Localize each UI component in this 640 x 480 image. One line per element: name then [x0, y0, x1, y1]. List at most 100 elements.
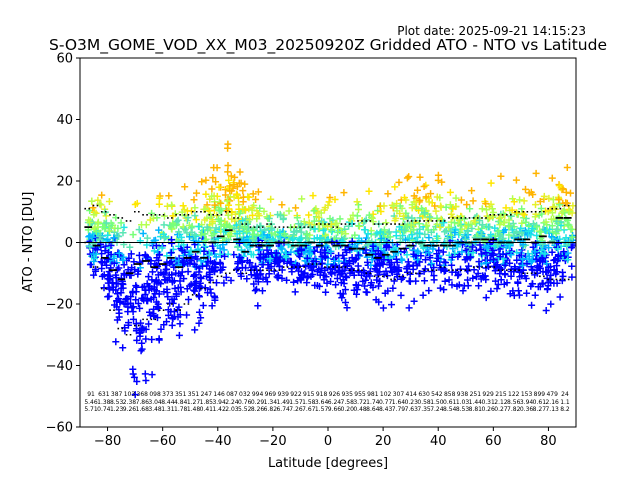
scatter-point: [210, 164, 218, 172]
scatter-point: [268, 224, 276, 232]
scatter-point: [114, 290, 121, 298]
band-stat-label: 6.82: [264, 406, 278, 413]
scatter-point: [129, 231, 137, 239]
scatter-point: [416, 173, 424, 181]
scatter-point: [529, 191, 537, 198]
scatter-point: [342, 262, 350, 270]
scatter-point: [468, 187, 476, 195]
scatter-point: [505, 216, 513, 224]
band-stat-label: 7.67: [302, 406, 316, 413]
scatter-point: [567, 225, 575, 233]
band-stat-label: 5.46: [84, 399, 98, 406]
scatter-point: [460, 215, 468, 223]
scatter-point: [513, 256, 521, 264]
scatter-point: [152, 298, 160, 306]
x-tick-label: −40: [204, 434, 231, 449]
band-stat-label: 5.52: [238, 406, 252, 413]
scatter-point: [422, 193, 430, 201]
scatter-point: [557, 252, 565, 260]
scatter-point: [539, 280, 547, 287]
scatter-point: [355, 222, 363, 230]
scatter-point: [422, 221, 430, 229]
scatter-point: [300, 218, 308, 226]
scatter-point: [459, 287, 467, 295]
scatter-point: [160, 234, 168, 242]
scatter-point: [478, 205, 486, 213]
scatter-point: [433, 250, 441, 258]
scatter-point: [372, 296, 380, 304]
scatter-point: [142, 325, 150, 333]
scatter-point: [135, 251, 143, 259]
band-stat-label: 7.86: [136, 399, 150, 406]
scatter-point: [464, 282, 472, 290]
scatter-point: [327, 278, 335, 285]
scatter-point: [392, 255, 400, 263]
scatter-point: [440, 286, 448, 294]
scatter-point: [560, 248, 568, 256]
scatter-point: [488, 205, 496, 213]
band-stat-label: 7.26: [289, 406, 303, 413]
band-stat-label: 0.48: [353, 406, 367, 413]
scatter-point: [338, 294, 346, 302]
scatter-point: [528, 266, 536, 273]
scatter-point: [157, 325, 165, 333]
scatter-point: [434, 254, 442, 262]
scatter-point: [133, 336, 141, 344]
scatter-point: [196, 308, 203, 316]
scatter-point: [553, 279, 561, 287]
band-stat-label: 5.71: [84, 406, 98, 413]
scatter-point: [217, 199, 225, 207]
scatter-point: [341, 286, 349, 294]
scatter-point: [289, 235, 297, 243]
band-stat-label: 368: [137, 391, 149, 398]
scatter-point: [377, 208, 385, 215]
scatter-point: [457, 196, 465, 204]
scatter-point: [506, 290, 514, 298]
scatter-point: [517, 251, 525, 259]
scatter-point: [171, 285, 179, 292]
band-stat-label: 1.68: [136, 406, 150, 413]
scatter-point: [133, 378, 141, 385]
scatter-point: [145, 320, 153, 328]
band-stat-label: 3.48: [148, 406, 162, 413]
scatter-point: [222, 273, 230, 281]
scatter-point: [547, 279, 555, 287]
scatter-point: [241, 180, 249, 188]
band-stat-label: 4.84: [174, 399, 188, 406]
scatter-point: [332, 281, 340, 289]
scatter-point: [208, 192, 216, 200]
band-stat-label: 2.16: [545, 399, 559, 406]
scatter-point: [166, 259, 174, 267]
scatter-point: [322, 232, 329, 240]
scatter-point: [120, 300, 128, 308]
scatter-point: [86, 219, 94, 226]
scatter-point: [492, 277, 499, 285]
scatter-point: [254, 302, 262, 310]
scatter-point: [205, 251, 213, 259]
band-stat-label: 2.24: [225, 399, 239, 406]
scatter-point: [494, 240, 502, 248]
scatter-point: [142, 252, 150, 260]
scatter-point: [518, 205, 526, 213]
scatter-point: [185, 251, 193, 259]
scatter-point: [553, 262, 561, 270]
scatter-point: [496, 253, 504, 261]
scatter-point: [422, 181, 430, 189]
scatter-point: [547, 271, 555, 279]
scatter-point: [485, 242, 492, 250]
scatter-point: [465, 221, 473, 229]
band-stat-label: 7.35: [417, 406, 431, 413]
scatter-point: [419, 291, 427, 299]
scatter-point: [421, 277, 428, 285]
scatter-point: [347, 215, 355, 223]
scatter-point: [301, 221, 309, 229]
scatter-point: [339, 276, 347, 284]
scatter-point: [516, 196, 524, 204]
scatter-point: [132, 296, 140, 304]
scatter-point: [302, 234, 310, 242]
scatter-point: [168, 295, 176, 303]
scatter-point: [227, 172, 235, 180]
scatter-point: [365, 237, 373, 245]
scatter-point: [143, 234, 151, 242]
scatter-point: [401, 194, 408, 202]
